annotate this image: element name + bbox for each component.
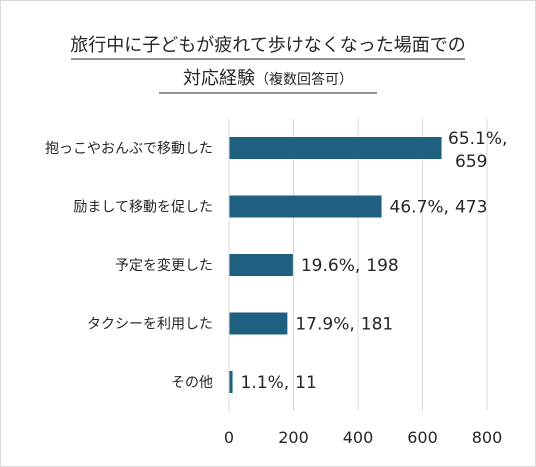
category-label: その他 — [171, 375, 213, 391]
gridlines — [293, 119, 488, 411]
bar — [229, 195, 382, 218]
chart-title-line2: 対応経験（複数回答可） — [183, 68, 353, 89]
category-label: 励まして移動を促した — [73, 200, 213, 216]
category-label: タクシーを利用した — [87, 317, 213, 333]
bar — [229, 371, 233, 393]
data-label-count: 659 — [455, 152, 487, 172]
data-label-percent: 46.7%, — [390, 198, 449, 218]
data-label: 19.6%, 198 — [301, 256, 399, 276]
x-tick-label: 200 — [278, 428, 309, 447]
x-tick-label: 600 — [407, 428, 438, 447]
chart-title-note: （複数回答可） — [255, 71, 353, 88]
category-label: 予定を変更した — [115, 257, 213, 274]
bar — [229, 137, 442, 159]
data-label-count: 11 — [295, 373, 317, 393]
data-label: 1.1%, 11 — [241, 373, 317, 393]
data-label-count: 473 — [455, 198, 487, 218]
x-tick-label: 800 — [472, 428, 503, 447]
data-label-percent: 19.6%, — [301, 256, 360, 276]
data-label-percent: 65.1%, — [448, 129, 507, 149]
bars — [229, 137, 442, 393]
labels: 0 200 400 600 800 抱っこやおんぶで移動した 65.1%, 659 励まして移動… — [45, 129, 507, 447]
x-tick-label: 400 — [343, 428, 374, 447]
bar — [229, 312, 288, 335]
data-label-percent: 1.1%, — [241, 373, 290, 393]
chart-title-line1: 旅行中に子どもが疲れて歩けなくなった場面での — [70, 35, 465, 56]
category-label: 抱っこやおんぶで移動した — [45, 141, 213, 157]
data-label: 46.7%, 473 — [390, 198, 488, 218]
data-label-count: 181 — [361, 315, 393, 335]
data-label-count: 198 — [366, 256, 398, 276]
bar — [229, 254, 293, 276]
x-tick-label: 0 — [224, 428, 234, 447]
data-label-percent: 17.9%, — [295, 315, 354, 335]
chart-title-main: 対応経験 — [183, 68, 255, 89]
data-label: 17.9%, 181 — [295, 315, 393, 335]
chart-title: 旅行中に子どもが疲れて歩けなくなった場面での 対応経験（複数回答可） — [70, 35, 466, 94]
